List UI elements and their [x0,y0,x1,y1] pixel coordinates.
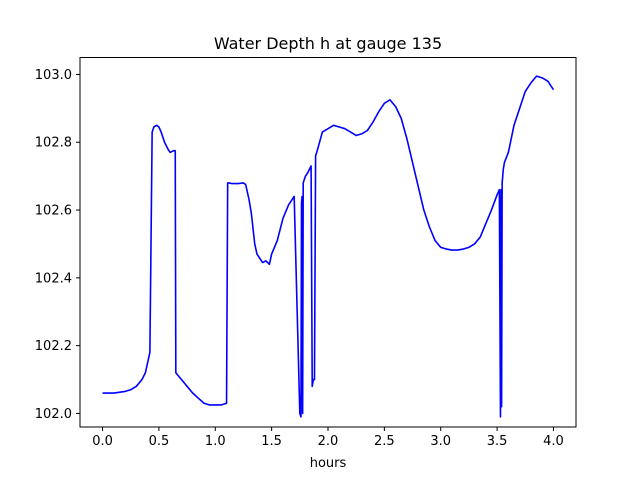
plot-area [102,75,555,418]
y-tick-label: 102.4 [35,271,72,286]
y-tick-label: 102.0 [35,407,72,422]
x-axis: 0.0 0.5 1.0 1.5 2.0 2.5 3.0 3.5 4.0 [92,427,564,449]
y-tick-label: 102.2 [35,339,72,354]
x-tick-label: 2.0 [318,434,339,449]
y-axis: 102.0 102.2 102.4 102.6 102.8 103.0 [35,68,80,422]
y-tick-label: 102.6 [35,204,72,219]
x-tick-label: 1.5 [261,434,282,449]
x-tick-label: 0.5 [149,434,170,449]
x-tick-label: 3.0 [430,434,451,449]
chart-title: Water Depth h at gauge 135 [214,34,442,53]
x-tick-label: 4.0 [543,434,564,449]
y-tick-label: 102.8 [35,136,72,151]
x-tick-label: 1.0 [205,434,226,449]
plot-frame [79,57,577,428]
x-tick-label: 2.5 [374,434,395,449]
y-tick-label: 103.0 [35,68,72,83]
x-axis-label: hours [310,456,347,471]
x-tick-label: 0.0 [92,434,113,449]
x-tick-label: 3.5 [487,434,508,449]
series-line-0 [102,75,555,418]
